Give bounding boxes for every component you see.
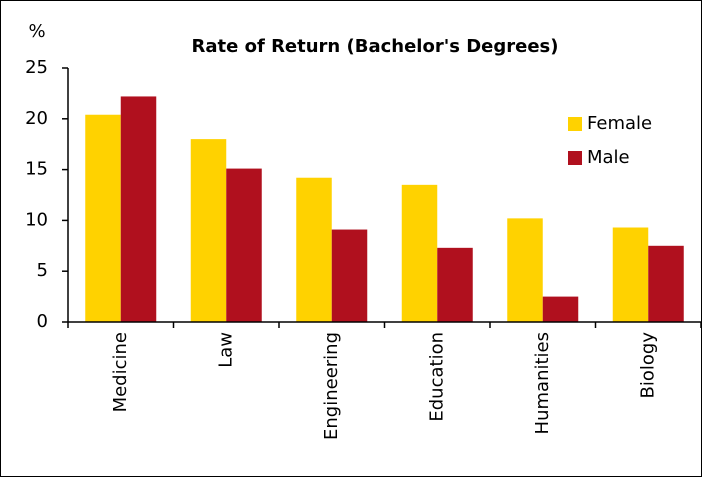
bar (226, 168, 262, 322)
legend-swatch (568, 151, 582, 165)
chart-title: Rate of Return (Bachelor's Degrees) (192, 36, 559, 57)
y-tick-label: 20 (25, 108, 48, 129)
bar (401, 184, 438, 322)
x-tick-label: Education (426, 332, 447, 422)
legend-label: Male (587, 147, 630, 168)
x-tick-label: Law (215, 332, 236, 368)
x-tick-label: Biology (637, 332, 658, 399)
bar (120, 96, 157, 322)
bar (190, 139, 227, 322)
legend-swatch (568, 117, 582, 131)
bar (542, 296, 579, 322)
legend-label: Female (587, 113, 652, 134)
bar (296, 177, 332, 322)
y-tick-label: 5 (37, 260, 48, 281)
bar (85, 114, 121, 323)
bar (612, 227, 649, 322)
bar (648, 245, 684, 322)
y-tick-label: 25 (25, 57, 48, 78)
bar (437, 247, 473, 322)
bar (507, 218, 543, 322)
y-tick-label: 15 (25, 159, 48, 180)
x-tick-label: Humanities (532, 332, 553, 434)
y-tick-label: 0 (37, 311, 48, 332)
x-tick-label: Medicine (110, 332, 131, 412)
y-axis-label: % (28, 21, 45, 42)
x-tick-label: Engineering (321, 332, 342, 440)
bar (331, 229, 368, 322)
y-tick-label: 10 (25, 209, 48, 230)
